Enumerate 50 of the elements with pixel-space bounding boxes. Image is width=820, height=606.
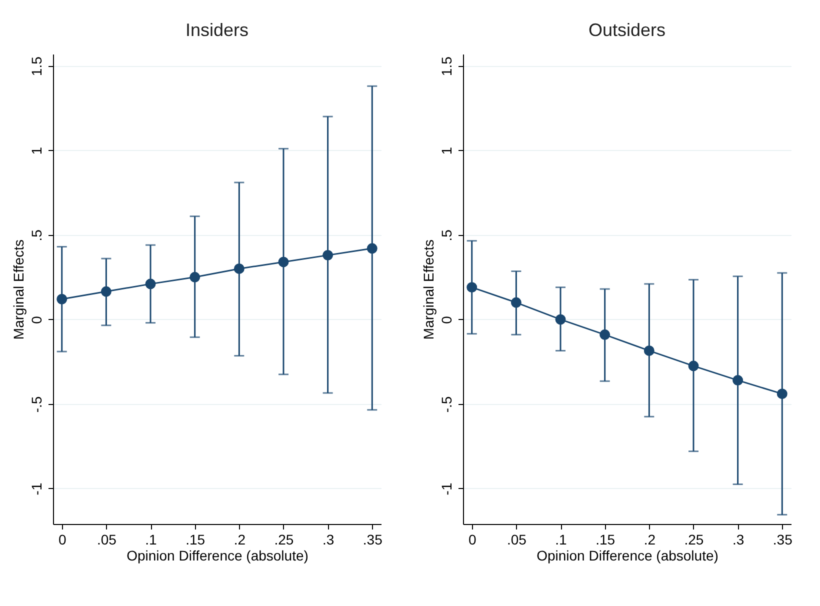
- x-axis-title: Opinion Difference (absolute): [126, 548, 308, 564]
- x-tick-label: .3: [322, 532, 334, 548]
- point: [732, 375, 744, 386]
- point: [234, 263, 244, 274]
- x-tick-label: 0: [58, 532, 66, 548]
- chart-title: Insiders: [185, 20, 249, 40]
- x-tick-label: .15: [596, 532, 616, 548]
- x-axis-title: Opinion Difference (absolute): [536, 548, 718, 564]
- point: [190, 272, 200, 282]
- y-tick-label: 1.5: [438, 56, 454, 76]
- y-tick-label: -.5: [438, 396, 454, 413]
- y-tick-label: 1: [438, 146, 454, 155]
- point: [366, 243, 378, 254]
- point: [56, 294, 68, 304]
- point: [555, 314, 566, 325]
- x-tick-label: .15: [186, 532, 206, 548]
- point: [322, 250, 334, 260]
- point: [600, 329, 610, 340]
- point: [100, 286, 112, 297]
- y-tick-label: -.5: [28, 396, 44, 413]
- x-tick-label: .25: [274, 532, 294, 548]
- point: [145, 278, 156, 290]
- point: [278, 256, 289, 268]
- y-tick-label: -1: [28, 482, 44, 496]
- point: [688, 360, 699, 372]
- y-tick-label: -1: [438, 482, 454, 496]
- x-tick-label: .35: [772, 532, 793, 548]
- y-tick-label: .5: [28, 229, 44, 242]
- point: [466, 282, 478, 293]
- x-tick-label: .05: [96, 532, 117, 548]
- x-tick-label: .25: [684, 532, 704, 548]
- x-tick-label: .1: [555, 532, 568, 548]
- x-tick-label: .1: [145, 532, 158, 548]
- x-tick-label: .2: [644, 532, 656, 548]
- point: [510, 297, 522, 308]
- x-tick-label: .35: [362, 532, 383, 548]
- x-tick-label: .3: [732, 532, 744, 548]
- x-tick-label: .05: [506, 532, 527, 548]
- point: [776, 388, 788, 400]
- y-tick-label: .5: [438, 229, 454, 242]
- y-axis-title: Marginal Effects: [420, 239, 436, 340]
- chart-title: Outsiders: [588, 20, 666, 40]
- x-tick-label: .2: [234, 532, 246, 548]
- y-tick-label: 1.5: [28, 56, 44, 76]
- point: [644, 345, 654, 356]
- x-tick-label: 0: [468, 532, 476, 548]
- y-axis-title: Marginal Effects: [10, 239, 26, 340]
- y-tick-label: 0: [438, 316, 454, 324]
- y-tick-label: 0: [28, 316, 44, 324]
- y-tick-label: 1: [28, 146, 44, 155]
